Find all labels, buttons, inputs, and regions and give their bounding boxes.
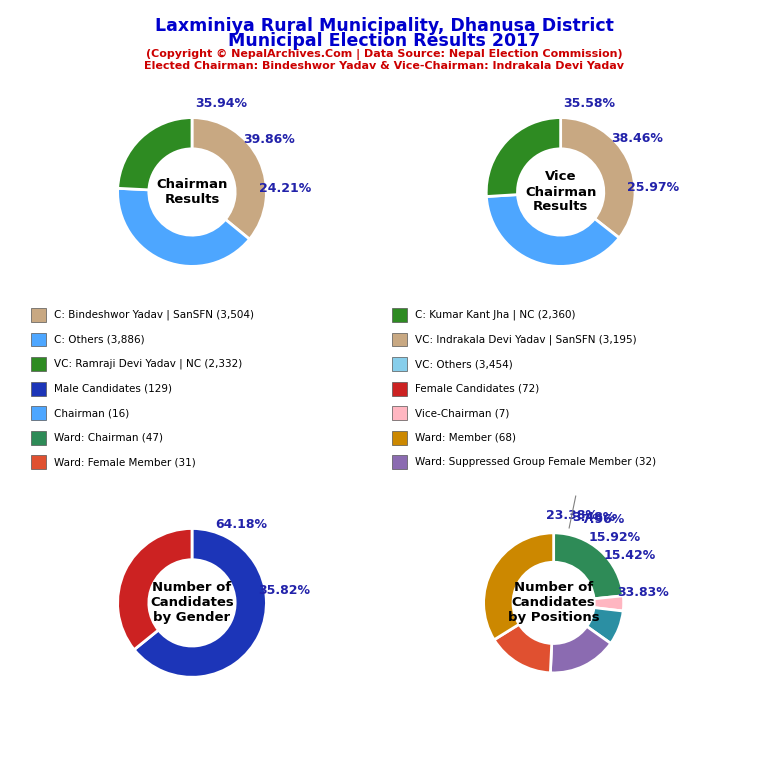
Text: 39.86%: 39.86% — [243, 134, 295, 147]
Text: Vice
Chairman
Results: Vice Chairman Results — [525, 170, 596, 214]
Wedge shape — [587, 607, 623, 644]
Text: Vice-Chairman (7): Vice-Chairman (7) — [415, 408, 509, 419]
Wedge shape — [594, 596, 624, 611]
Wedge shape — [494, 624, 551, 673]
Text: (Copyright © NepalArchives.Com | Data Source: Nepal Election Commission): (Copyright © NepalArchives.Com | Data So… — [146, 49, 622, 60]
Text: Ward: Chairman (47): Ward: Chairman (47) — [54, 432, 163, 443]
Text: 15.92%: 15.92% — [588, 531, 641, 544]
Text: 35.58%: 35.58% — [563, 97, 615, 110]
Wedge shape — [118, 118, 192, 190]
Wedge shape — [561, 118, 635, 238]
Text: Chairman
Results: Chairman Results — [157, 178, 227, 206]
Text: C: Kumar Kant Jha | NC (2,360): C: Kumar Kant Jha | NC (2,360) — [415, 310, 575, 320]
Wedge shape — [118, 528, 192, 650]
Text: Male Candidates (129): Male Candidates (129) — [54, 383, 172, 394]
Text: 35.82%: 35.82% — [258, 584, 310, 597]
Text: Ward: Suppressed Group Female Member (32): Ward: Suppressed Group Female Member (32… — [415, 457, 656, 468]
Text: C: Others (3,886): C: Others (3,886) — [54, 334, 144, 345]
Text: Elected Chairman: Bindeshwor Yadav & Vice-Chairman: Indrakala Devi Yadav: Elected Chairman: Bindeshwor Yadav & Vic… — [144, 61, 624, 71]
Text: 38.46%: 38.46% — [611, 132, 663, 145]
Text: 23.38%: 23.38% — [546, 508, 598, 521]
Text: VC: Indrakala Devi Yadav | SanSFN (3,195): VC: Indrakala Devi Yadav | SanSFN (3,195… — [415, 334, 637, 345]
Wedge shape — [134, 528, 266, 677]
Wedge shape — [551, 627, 611, 673]
Text: Ward: Member (68): Ward: Member (68) — [415, 432, 516, 443]
Text: 24.21%: 24.21% — [259, 182, 311, 195]
Wedge shape — [486, 118, 561, 197]
Text: Female Candidates (72): Female Candidates (72) — [415, 383, 539, 394]
Text: Chairman (16): Chairman (16) — [54, 408, 129, 419]
Text: Number of
Candidates
by Gender: Number of Candidates by Gender — [150, 581, 234, 624]
Text: 7.96%: 7.96% — [581, 514, 625, 526]
Wedge shape — [486, 194, 619, 266]
Text: 3.48%: 3.48% — [572, 511, 615, 524]
Text: Laxminiya Rural Municipality, Dhanusa District: Laxminiya Rural Municipality, Dhanusa Di… — [154, 17, 614, 35]
Text: 15.42%: 15.42% — [604, 549, 656, 562]
Text: VC: Others (3,454): VC: Others (3,454) — [415, 359, 512, 369]
Text: 64.18%: 64.18% — [215, 518, 267, 531]
Text: C: Bindeshwor Yadav | SanSFN (3,504): C: Bindeshwor Yadav | SanSFN (3,504) — [54, 310, 253, 320]
Wedge shape — [554, 533, 624, 599]
Text: 25.97%: 25.97% — [627, 180, 680, 194]
Text: 33.83%: 33.83% — [617, 585, 668, 598]
Wedge shape — [118, 188, 250, 266]
Text: Ward: Female Member (31): Ward: Female Member (31) — [54, 457, 196, 468]
Wedge shape — [484, 533, 554, 640]
Text: 35.94%: 35.94% — [195, 97, 247, 110]
Text: Number of
Candidates
by Positions: Number of Candidates by Positions — [508, 581, 600, 624]
Text: Municipal Election Results 2017: Municipal Election Results 2017 — [228, 32, 540, 50]
Text: VC: Ramraji Devi Yadav | NC (2,332): VC: Ramraji Devi Yadav | NC (2,332) — [54, 359, 242, 369]
Wedge shape — [192, 118, 266, 239]
